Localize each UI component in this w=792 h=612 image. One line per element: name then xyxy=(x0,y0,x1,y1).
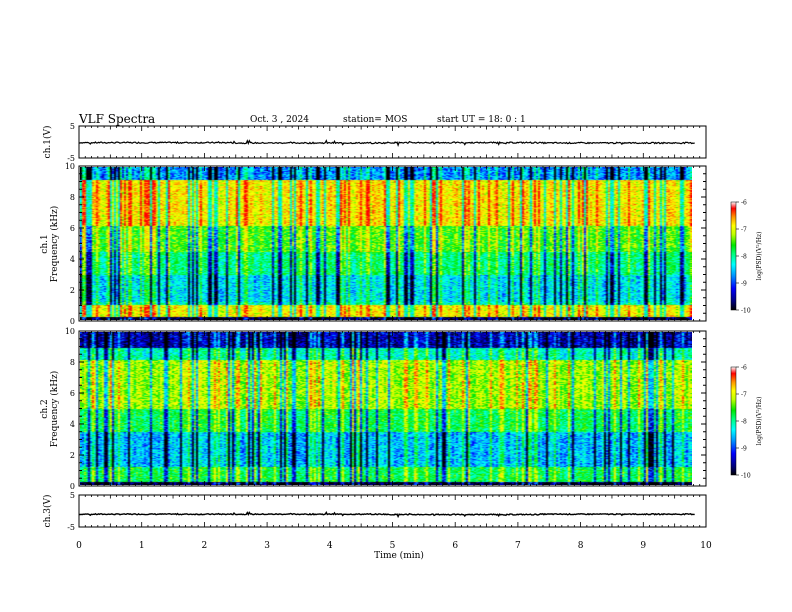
y-tick-label: 4 xyxy=(70,420,75,429)
colorbar-tick-label: -7 xyxy=(741,227,747,234)
x-tick-label: 5 xyxy=(390,541,396,551)
colorbar-tick-label: -6 xyxy=(741,365,747,372)
x-tick-label: 4 xyxy=(327,541,333,551)
ch1-ylabel-frequency: Frequency (kHz) xyxy=(49,206,60,283)
colorbar-tick-label: -10 xyxy=(741,308,751,315)
station-label: station= MOS xyxy=(343,115,408,125)
y-tick-label: 6 xyxy=(70,389,75,398)
ch2-ylabel-frequency: Frequency (kHz) xyxy=(49,371,60,448)
x-tick-label: 6 xyxy=(452,541,458,551)
ch3-waveform-line xyxy=(78,510,695,519)
ch2-spectrogram-image xyxy=(80,332,692,485)
ch1-waveform-line xyxy=(78,139,695,148)
ch2-spectrogram-panel: 0 2 4 6 8 10 ch.2 Frequency (kHz) xyxy=(40,327,707,491)
x-axis-label: Time (min) xyxy=(374,550,424,561)
x-tick-label: 1 xyxy=(139,541,145,551)
colorbar-tick-label: -8 xyxy=(741,254,747,261)
ch2-colorbar-label: log(PSD)(V²/Hz) xyxy=(756,397,763,446)
colorbar-tick-label: -10 xyxy=(741,473,751,480)
x-tick-label: 8 xyxy=(578,541,584,551)
x-tick-label: 0 xyxy=(76,541,82,551)
ch1-spectrogram-panel: 0 2 4 6 8 10 ch.1 Frequency (kHz) xyxy=(40,162,707,326)
y-tick-label: 5 xyxy=(70,491,75,500)
ch1-ylabel-channel: ch.1 xyxy=(40,234,50,253)
date-label: Oct. 3 , 2024 xyxy=(250,115,309,125)
colorbar-tick-label: -9 xyxy=(741,281,747,288)
ch2-colorbar: -6 -7 -8 -9 -10 log(PSD)(V²/Hz) xyxy=(730,365,763,480)
ch1-colorbar-label: log(PSD)(V²/Hz) xyxy=(756,232,763,281)
y-tick-label: 6 xyxy=(70,224,75,233)
y-tick-label: 2 xyxy=(70,451,75,460)
ch3-ylabel: ch.3(V) xyxy=(42,495,53,528)
y-tick-label: 0 xyxy=(70,317,75,326)
y-tick-label: -5 xyxy=(67,154,75,163)
x-tick-label: 10 xyxy=(700,541,712,551)
y-tick-label: 8 xyxy=(70,193,75,202)
x-tick-label: 2 xyxy=(202,541,208,551)
y-tick-label: 5 xyxy=(70,122,75,131)
colorbar-tick-label: -8 xyxy=(741,419,747,426)
y-tick-label: 10 xyxy=(65,162,75,171)
ch1-waveform-panel: 5 -5 ch.1(V) xyxy=(42,122,707,163)
x-tick-label: 9 xyxy=(640,541,646,551)
ch3-waveform-panel: 5 -5 ch.3(V) xyxy=(42,491,707,532)
chart-title: VLF Spectra xyxy=(79,112,156,126)
y-tick-label: 0 xyxy=(70,482,75,491)
start-ut-label: start UT = 18: 0 : 1 xyxy=(437,115,526,125)
y-tick-label: 2 xyxy=(70,286,75,295)
y-tick-label: 10 xyxy=(65,327,75,336)
y-tick-label: 8 xyxy=(70,358,75,367)
y-tick-label: 4 xyxy=(70,255,75,264)
ch2-ylabel-channel: ch.2 xyxy=(40,399,50,418)
x-tick-label: 3 xyxy=(264,541,270,551)
colorbar-tick-label: -9 xyxy=(741,446,747,453)
y-tick-label: -5 xyxy=(67,523,75,532)
colorbar-tick-label: -6 xyxy=(741,200,747,207)
colorbar-tick-label: -7 xyxy=(741,392,747,399)
ch1-colorbar: -6 -7 -8 -9 -10 log(PSD)(V²/Hz) xyxy=(730,200,763,315)
ch1-spectrogram-image xyxy=(80,167,692,320)
ch1-ylabel: ch.1(V) xyxy=(42,126,53,159)
x-tick-label: 7 xyxy=(515,541,521,551)
